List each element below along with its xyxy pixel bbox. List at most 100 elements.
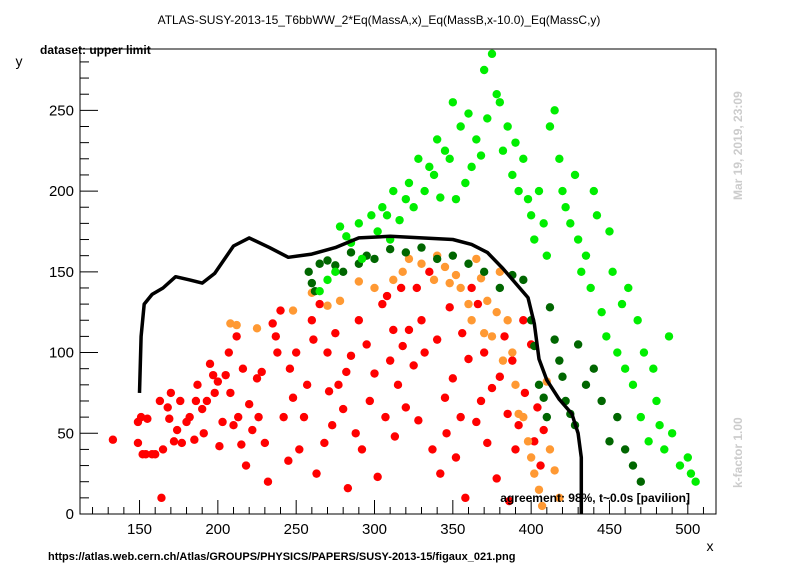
data-point (346, 248, 356, 257)
data-point (467, 316, 476, 325)
data-point (315, 259, 324, 268)
data-point (395, 215, 404, 225)
data-point (323, 275, 332, 285)
data-point (451, 270, 461, 280)
data-point (534, 186, 544, 196)
data-point (414, 416, 423, 425)
data-point (448, 251, 458, 260)
data-point (354, 277, 364, 286)
data-point (503, 409, 512, 419)
data-point (357, 445, 367, 454)
x-tick-label: 400 (519, 521, 544, 538)
data-point (252, 374, 262, 383)
data-point (401, 194, 411, 204)
data-point (381, 412, 390, 422)
data-point (530, 437, 539, 446)
data-point (351, 429, 360, 438)
data-point (425, 267, 434, 277)
data-point (472, 417, 481, 427)
data-point (210, 388, 219, 398)
data-point (396, 283, 406, 293)
data-point (589, 364, 599, 373)
data-point (357, 254, 367, 264)
data-point (382, 211, 392, 220)
data-point (500, 332, 509, 341)
data-point (508, 356, 517, 365)
data-point (617, 299, 627, 309)
data-point (561, 203, 570, 212)
data-point (503, 122, 512, 131)
data-point (479, 267, 489, 277)
data-point (401, 248, 411, 257)
data-point (232, 332, 241, 341)
data-point (373, 472, 382, 482)
data-point (342, 232, 351, 241)
y-tick-label: 200 (49, 183, 74, 200)
data-point (523, 437, 533, 446)
data-point (252, 324, 262, 333)
data-point (545, 445, 555, 454)
data-point (420, 348, 429, 357)
data-point (467, 162, 476, 172)
data-point (165, 414, 174, 423)
data-point (354, 316, 364, 325)
data-point (328, 420, 337, 430)
data-point (492, 307, 501, 317)
side-kfactor: k-factor 1.00 (731, 417, 745, 488)
data-point (539, 219, 548, 228)
data-point (177, 438, 187, 448)
data-point (338, 404, 348, 414)
data-point (530, 469, 539, 478)
data-point (479, 65, 489, 75)
data-point (539, 425, 548, 435)
data-point (483, 438, 492, 448)
data-point (309, 335, 318, 344)
data-point (436, 469, 445, 478)
data-point (442, 429, 451, 438)
data-point (566, 219, 575, 228)
data-point (456, 412, 465, 422)
data-point (346, 351, 356, 360)
data-point (323, 348, 332, 357)
data-point (197, 404, 207, 414)
data-point (224, 348, 234, 357)
data-point (205, 359, 215, 369)
data-point (273, 348, 282, 357)
data-point (467, 283, 476, 293)
data-point (464, 354, 473, 364)
data-point (238, 364, 248, 373)
data-point (284, 456, 293, 465)
y-tick-label: 0 (66, 506, 74, 523)
data-point (608, 267, 617, 277)
data-point (586, 283, 595, 293)
data-point (472, 254, 481, 264)
data-point (456, 122, 465, 131)
data-point (234, 412, 243, 422)
data-point (445, 303, 454, 312)
data-point (420, 186, 429, 196)
data-point (393, 380, 403, 390)
data-point (605, 227, 614, 236)
data-point (334, 380, 343, 390)
data-point (464, 109, 473, 118)
data-point (302, 380, 312, 390)
data-point (633, 316, 642, 325)
data-point (365, 396, 375, 406)
data-point (555, 493, 564, 503)
data-point (675, 461, 685, 470)
data-point (389, 325, 398, 335)
agreement-text: agreement: 98%, t~0.0s [pavilion] (500, 491, 690, 505)
data-point (686, 469, 696, 478)
data-point (605, 437, 614, 446)
data-point (479, 348, 489, 357)
data-point (190, 435, 199, 444)
data-point (487, 49, 497, 59)
data-point (602, 332, 611, 341)
data-point (514, 186, 523, 196)
data-point (226, 388, 235, 398)
data-point (542, 251, 552, 260)
data-point (458, 328, 467, 338)
data-point (285, 364, 295, 373)
data-point (141, 450, 150, 459)
data-point (539, 393, 548, 402)
